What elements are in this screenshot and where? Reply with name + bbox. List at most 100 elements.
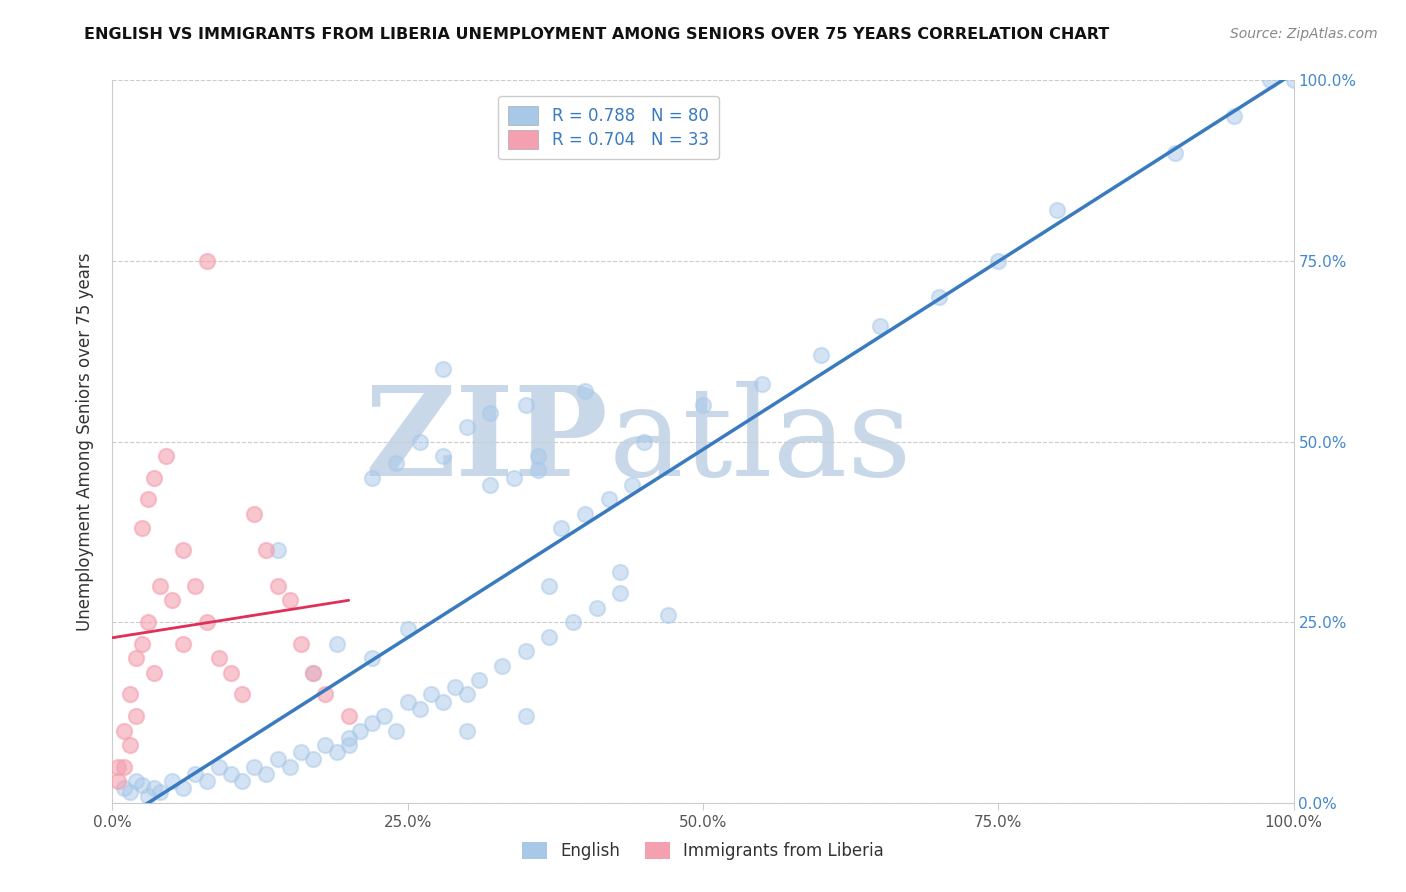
English xyxy=(538,579,561,593)
English xyxy=(491,658,513,673)
Immigrants from Liberia xyxy=(142,471,165,485)
English xyxy=(302,752,325,766)
Text: atlas: atlas xyxy=(609,381,912,502)
Immigrants from Liberia xyxy=(184,579,207,593)
English xyxy=(1282,73,1305,87)
English xyxy=(585,600,607,615)
Immigrants from Liberia xyxy=(107,774,129,789)
English xyxy=(987,253,1010,268)
Immigrants from Liberia xyxy=(125,709,148,723)
Immigrants from Liberia xyxy=(172,542,194,557)
English xyxy=(609,565,631,579)
Immigrants from Liberia xyxy=(112,760,135,774)
Immigrants from Liberia xyxy=(314,687,336,701)
English xyxy=(195,774,218,789)
English xyxy=(456,687,478,701)
English xyxy=(385,456,408,470)
English xyxy=(184,767,207,781)
Immigrants from Liberia xyxy=(125,651,148,665)
English xyxy=(120,785,142,799)
English xyxy=(657,607,679,622)
English xyxy=(420,687,443,701)
Immigrants from Liberia xyxy=(142,665,165,680)
English xyxy=(574,507,596,521)
English xyxy=(396,623,419,637)
English xyxy=(149,785,172,799)
English xyxy=(302,665,325,680)
English xyxy=(574,384,596,398)
English xyxy=(444,680,467,694)
Immigrants from Liberia xyxy=(131,521,153,535)
English xyxy=(456,723,478,738)
English xyxy=(1164,145,1187,160)
Immigrants from Liberia xyxy=(219,665,242,680)
English xyxy=(408,702,430,716)
Immigrants from Liberia xyxy=(107,760,129,774)
English xyxy=(396,695,419,709)
English xyxy=(337,738,360,752)
Immigrants from Liberia xyxy=(155,449,177,463)
Immigrants from Liberia xyxy=(136,615,159,630)
Immigrants from Liberia xyxy=(278,593,301,607)
English xyxy=(361,651,384,665)
English xyxy=(869,318,891,333)
English xyxy=(361,716,384,731)
Immigrants from Liberia xyxy=(120,687,142,701)
Text: Source: ZipAtlas.com: Source: ZipAtlas.com xyxy=(1230,27,1378,41)
English xyxy=(1223,109,1246,123)
English xyxy=(633,434,655,449)
English xyxy=(408,434,430,449)
Immigrants from Liberia xyxy=(112,723,135,738)
English xyxy=(1046,203,1069,218)
English xyxy=(219,767,242,781)
English xyxy=(349,723,371,738)
English xyxy=(515,644,537,658)
English xyxy=(692,398,714,412)
English xyxy=(267,542,290,557)
English xyxy=(337,731,360,745)
English xyxy=(609,586,631,600)
Immigrants from Liberia xyxy=(195,615,218,630)
English xyxy=(326,637,349,651)
English xyxy=(621,478,644,492)
Legend: English, Immigrants from Liberia: English, Immigrants from Liberia xyxy=(515,835,891,867)
Immigrants from Liberia xyxy=(149,579,172,593)
Immigrants from Liberia xyxy=(302,665,325,680)
English xyxy=(515,709,537,723)
Immigrants from Liberia xyxy=(231,687,253,701)
English xyxy=(562,615,585,630)
English xyxy=(314,738,336,752)
Immigrants from Liberia xyxy=(208,651,231,665)
Immigrants from Liberia xyxy=(120,738,142,752)
English xyxy=(751,376,773,391)
English xyxy=(515,398,537,412)
English xyxy=(810,348,832,362)
Immigrants from Liberia xyxy=(195,253,218,268)
English xyxy=(479,478,502,492)
English xyxy=(243,760,266,774)
English xyxy=(278,760,301,774)
English xyxy=(432,695,454,709)
English xyxy=(231,774,253,789)
Immigrants from Liberia xyxy=(254,542,277,557)
English xyxy=(254,767,277,781)
English xyxy=(112,781,135,796)
English xyxy=(432,449,454,463)
English xyxy=(208,760,231,774)
English xyxy=(172,781,194,796)
English xyxy=(361,471,384,485)
Text: ZIP: ZIP xyxy=(364,381,609,502)
English xyxy=(125,774,148,789)
English xyxy=(267,752,290,766)
Immigrants from Liberia xyxy=(131,637,153,651)
Immigrants from Liberia xyxy=(290,637,312,651)
English xyxy=(432,362,454,376)
English xyxy=(503,471,526,485)
English xyxy=(538,630,561,644)
English xyxy=(479,406,502,420)
Text: ENGLISH VS IMMIGRANTS FROM LIBERIA UNEMPLOYMENT AMONG SENIORS OVER 75 YEARS CORR: ENGLISH VS IMMIGRANTS FROM LIBERIA UNEMP… xyxy=(84,27,1109,42)
English xyxy=(385,723,408,738)
English xyxy=(326,745,349,759)
Immigrants from Liberia xyxy=(267,579,290,593)
English xyxy=(456,420,478,434)
